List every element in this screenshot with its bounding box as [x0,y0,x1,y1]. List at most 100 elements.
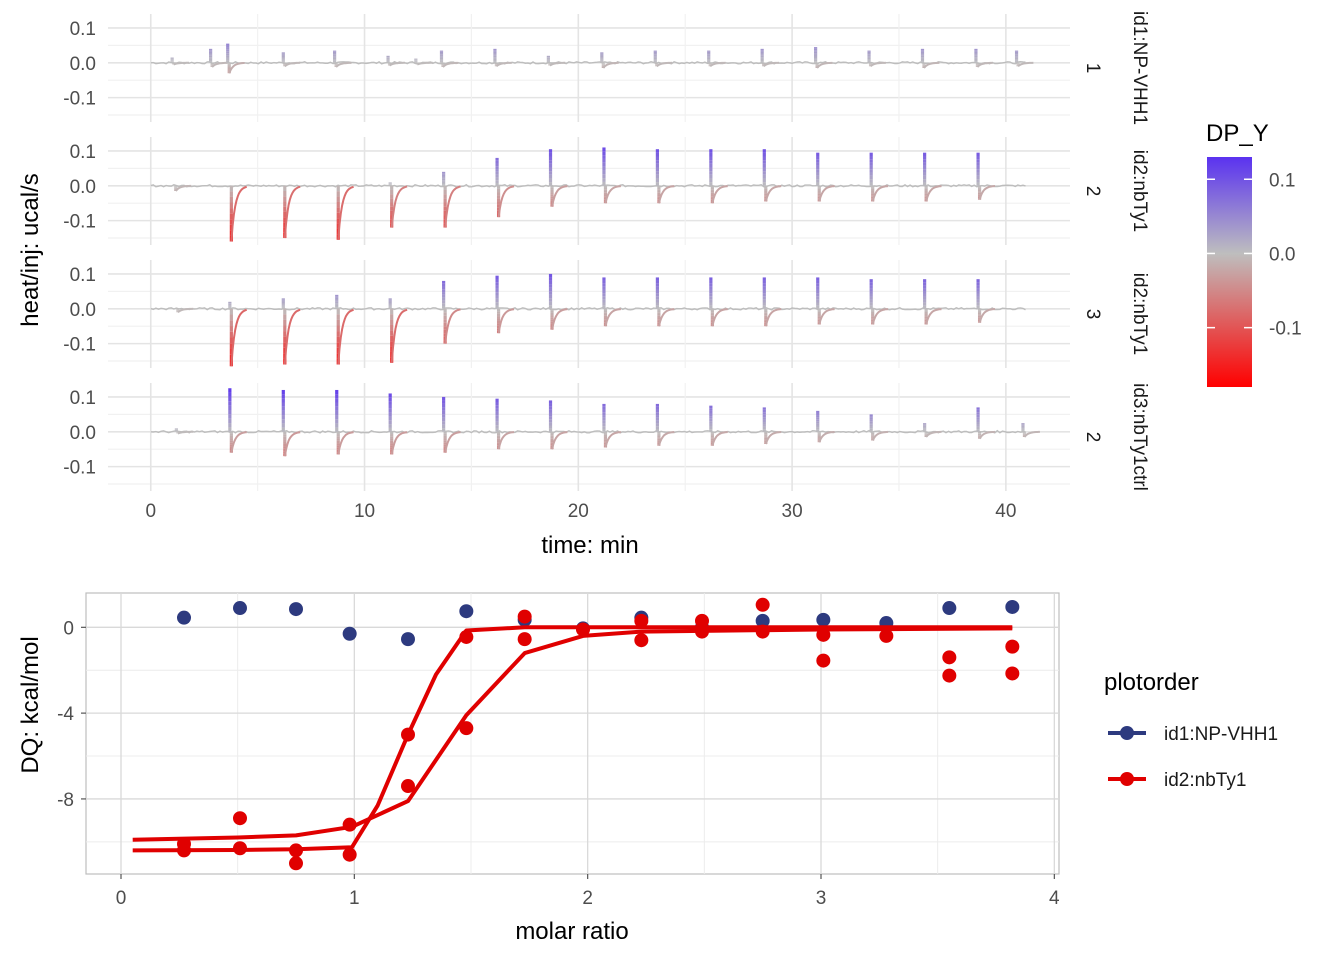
injection-peak [760,48,780,68]
data-point [634,633,649,648]
injection-peak [655,403,675,447]
data-point [342,847,357,862]
isotherm-chart: 0 1 2 3 4 0 -4 -8 molar ratio DQ: kcal/mol [17,592,1060,945]
y-tick-label: 0.0 [70,423,96,444]
injection-peak [335,294,354,365]
thermogram-baseline [150,306,1026,311]
injection-peak [442,396,461,453]
data-point [816,653,831,668]
x-tick-label: 10 [354,501,375,522]
peak-recovery-tail [709,61,726,68]
injection-peak [228,301,248,367]
legend-item: id1:NP-VHH1 [1108,724,1278,745]
y-tick-label: 0.0 [70,177,96,198]
peak-recovery-tail [925,308,942,325]
y-tick-label: 0.1 [70,19,96,40]
facet-strip-label: 1 [1082,63,1103,74]
peak-recovery-tail [925,430,942,438]
facet-strip-label: id3:nbTy1ctrl [1129,383,1150,491]
peak-recovery-tail [390,185,408,228]
x-tick-label: 40 [995,501,1016,522]
peak-recovery-tail [337,185,354,240]
injection-peak [709,405,728,447]
injection-peak [816,410,835,443]
injection-peak [226,43,245,74]
data-point [342,817,357,832]
injection-peak [174,184,192,192]
peak-recovery-tail [764,308,782,327]
facet-strip: id1:NP-VHH1 1 [1082,11,1150,125]
injection-peak [923,152,942,202]
data-point [233,811,247,826]
data-point [816,612,831,627]
injection-peak [602,147,621,204]
peak-recovery-tail [602,61,619,69]
data-point [1005,599,1020,614]
y-tick-label: -0.1 [63,212,96,233]
injection-peak [602,403,621,448]
data-point [401,779,415,794]
peak-recovery-tail [442,61,459,68]
injection-peak [707,50,726,68]
injection-peak [442,280,461,344]
peak-recovery-tail [925,185,942,202]
injection-peak [495,398,515,450]
injection-peak [816,277,835,325]
data-point [755,613,770,628]
dp-y-colorbar-legend: DP_Y 0.1 0.0 -0.1 [1206,120,1302,387]
injection-peak [709,149,728,204]
data-point [517,632,532,647]
thermogram-baseline [150,183,1026,188]
peak-recovery-tail [444,431,461,453]
peak-recovery-tail [230,185,248,242]
injection-peak [546,55,566,67]
injection-peak [923,279,942,325]
peak-recovery-tail [444,185,461,228]
legend-item: id2:nbTy1 [1108,770,1246,791]
data-point [755,624,770,639]
peak-recovery-tail [284,61,301,68]
facet-strip-label: 2 [1082,432,1103,443]
injection-peak [333,50,352,68]
peak-recovery-tail [497,308,515,334]
facet-strip: id2:nbTy1 3 [1082,273,1150,355]
peak-recovery-tail [871,430,889,441]
peak-recovery-tail [656,61,673,68]
injection-peak [442,171,461,228]
injection-peak [388,393,408,455]
peak-recovery-tail [551,185,568,207]
injection-peak [209,48,228,68]
facet-strip: id3:nbTy1ctrl 2 [1082,383,1150,491]
injection-peak [653,50,673,68]
peak-recovery-tail [497,185,515,218]
injection-peak [281,389,301,457]
data-point [177,610,191,625]
data-point [289,856,303,871]
y-tick-label: -0.1 [63,458,96,479]
injection-peak [976,152,996,201]
peak-recovery-tail [818,308,835,325]
thermogram-chart: 0.1 0.0 -0.1 id1:NP-VHH1 1 0.1 0.0 -0.1 id2:nbTy… [17,11,1150,559]
peak-recovery-tail [230,431,247,453]
injection-peak [655,277,675,327]
fit-curve [132,626,1013,842]
data-point [459,604,474,619]
peak-recovery-tail [657,308,675,327]
injection-peak [762,277,782,327]
y-tick-label: 0.1 [70,388,96,409]
colorbar-title: DP_Y [1206,120,1269,147]
y-tick-label: -8 [57,790,74,811]
facet-strip-label: 2 [1082,186,1103,197]
peak-recovery-tail [657,431,675,447]
x-axis-title: molar ratio [515,918,628,945]
peak-recovery-tail [390,308,408,363]
injection-peak [602,277,621,327]
peak-recovery-tail [1017,61,1034,68]
peak-recovery-tail [711,431,728,447]
peak-recovery-tail [283,185,301,239]
series-2 [132,597,1020,871]
x-tick-label: 30 [782,501,803,522]
thermogram-panel-3: 0.1 0.0 -0.1 id2:nbTy1 3 [63,260,1150,368]
colorbar-gradient [1207,157,1252,387]
